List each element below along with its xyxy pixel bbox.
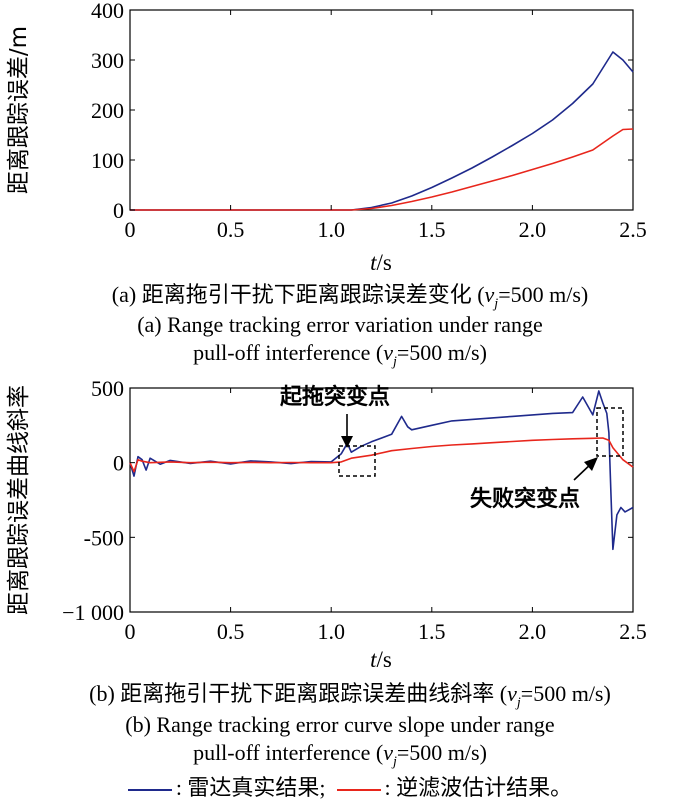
legend-label-radar: : 雷达真实结果; bbox=[175, 775, 326, 800]
caption-b-chinese: (b) 距离拖引干扰下距离跟踪误差曲线斜率 (vj=500 m/s) bbox=[89, 681, 611, 711]
x-tick-label: 1.0 bbox=[317, 619, 345, 644]
plot-area-a bbox=[129, 9, 634, 211]
annotation-failure: 失败突变点 bbox=[470, 486, 580, 512]
x-tick-label: 1.5 bbox=[418, 619, 446, 644]
y-tick-label: 0 bbox=[113, 198, 124, 223]
series-line-1 bbox=[129, 437, 634, 473]
x-tick-label: 0.5 bbox=[217, 619, 245, 644]
chart-b: 0 0.5 1.0 1.5 2.0 2.5 500 0 -500 −1 000 距离跟踪误差曲线… bbox=[6, 376, 647, 672]
y-tick-label: -500 bbox=[84, 525, 124, 550]
y-axis-label-b: 距离跟踪误差曲线斜率 bbox=[6, 385, 32, 615]
x-ticks-a: 0 0.5 1.0 1.5 2.0 2.5 bbox=[125, 10, 647, 242]
series-group-b bbox=[129, 390, 634, 551]
series-line-0 bbox=[130, 51, 634, 211]
x-tick-label: 2.5 bbox=[619, 619, 647, 644]
series-line-1 bbox=[130, 128, 634, 211]
y-tick-label: 400 bbox=[91, 0, 124, 23]
caption-b-english-line1: (b) Range tracking error curve slope und… bbox=[125, 712, 555, 737]
x-tick-label: 2.0 bbox=[519, 619, 547, 644]
y-tick-label: 0 bbox=[113, 451, 124, 476]
y-tick-label: 500 bbox=[91, 376, 124, 401]
x-tick-label: 1.5 bbox=[418, 217, 446, 242]
y-ticks-b: 500 0 -500 −1 000 bbox=[62, 376, 633, 625]
y-tick-label: 200 bbox=[91, 98, 124, 123]
x-ticks-b: 0 0.5 1.0 1.5 2.0 2.5 bbox=[125, 388, 647, 644]
plot-area-b bbox=[129, 387, 634, 613]
annotation-onset: 起拖突变点 bbox=[279, 384, 390, 410]
annotation-onset-arrowhead bbox=[341, 436, 353, 448]
y-tick-label: 300 bbox=[91, 48, 124, 73]
y-axis-label-a: 距离跟踪误差/m bbox=[6, 26, 32, 194]
caption-a-english-line2: pull-off interference (vj=500 m/s) bbox=[193, 340, 487, 370]
x-tick-label: 2.0 bbox=[519, 217, 547, 242]
legend-swatch-inverse-filter bbox=[336, 788, 381, 791]
caption-a-english-line1: (a) Range tracking error variation under… bbox=[137, 312, 543, 337]
caption-a-chinese: (a) 距离拖引干扰下距离跟踪误差变化 (vj=500 m/s) bbox=[111, 282, 589, 312]
y-tick-label: 100 bbox=[91, 148, 124, 173]
legend-swatch-radar bbox=[127, 788, 172, 791]
x-axis-label-b: t/s bbox=[370, 647, 392, 672]
legend-label-inverse-filter: : 逆滤波估计结果。 bbox=[384, 775, 573, 800]
y-ticks-a: 0 100 200 300 400 bbox=[91, 0, 633, 223]
series-group-a bbox=[130, 51, 634, 211]
series-line-0 bbox=[129, 390, 634, 551]
x-tick-label: 0 bbox=[125, 619, 136, 644]
onset-marker-box bbox=[338, 445, 376, 477]
x-tick-label: 2.5 bbox=[619, 217, 647, 242]
x-tick-label: 1.0 bbox=[317, 217, 345, 242]
legend: : 雷达真实结果; : 逆滤波估计结果。 bbox=[0, 774, 700, 802]
failure-marker-box bbox=[596, 407, 624, 457]
y-tick-label: −1 000 bbox=[62, 600, 124, 625]
x-tick-label: 0 bbox=[125, 217, 136, 242]
x-tick-label: 0.5 bbox=[217, 217, 245, 242]
x-axis-label-a: t/s bbox=[370, 250, 392, 275]
annotation-failure-arrowhead bbox=[584, 457, 598, 471]
caption-b-english-line2: pull-off interference (vj=500 m/s) bbox=[193, 740, 487, 770]
